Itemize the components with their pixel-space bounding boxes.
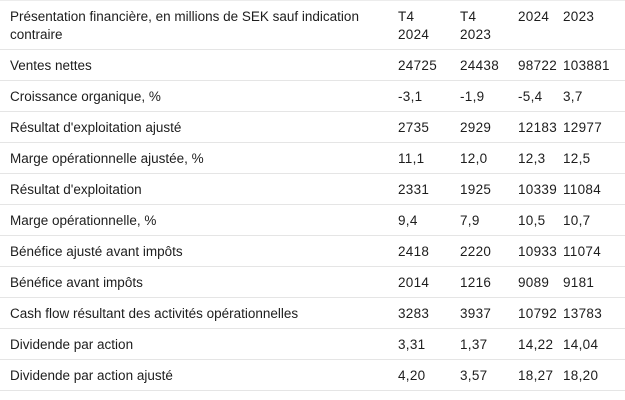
- cell-2024: 10792: [518, 297, 563, 329]
- cell-2024: -5,4: [518, 80, 563, 112]
- col-header-line: 2023: [460, 27, 492, 42]
- table-row: Ventes nettes 24725 24438 98722 103881: [0, 49, 625, 81]
- table-row: Dividende par action ajusté 4,20 3,57 18…: [0, 359, 625, 391]
- cell-2024: 14,22: [518, 328, 563, 360]
- financial-presentation-table: Présentation financière, en millions de …: [0, 0, 625, 391]
- cell-t4-2023: 2220: [460, 235, 518, 267]
- cell-t4-2024: 11,1: [398, 142, 460, 174]
- cell-2024: 10339: [518, 173, 563, 205]
- cell-t4-2023: 3,57: [460, 359, 518, 391]
- cell-2024: 98722: [518, 49, 563, 81]
- cell-2023: 18,20: [563, 359, 625, 391]
- row-label: Marge opérationnelle, %: [0, 204, 398, 236]
- row-label: Bénéfice ajusté avant impôts: [0, 235, 398, 267]
- cell-2023: 12977: [563, 111, 625, 143]
- table-row: Bénéfice avant impôts 2014 1216 9089 918…: [0, 266, 625, 298]
- row-label: Ventes nettes: [0, 49, 398, 81]
- cell-t4-2024: 3,31: [398, 328, 460, 360]
- cell-t4-2024: 2331: [398, 173, 460, 205]
- cell-t4-2023: 1925: [460, 173, 518, 205]
- cell-2024: 12,3: [518, 142, 563, 174]
- table-row: Marge opérationnelle, % 9,4 7,9 10,5 10,…: [0, 204, 625, 236]
- row-label: Cash flow résultant des activités opérat…: [0, 297, 398, 329]
- table-body: Ventes nettes 24725 24438 98722 103881 C…: [0, 49, 625, 391]
- cell-t4-2023: 1216: [460, 266, 518, 298]
- table-row: Bénéfice ajusté avant impôts 2418 2220 1…: [0, 235, 625, 267]
- cell-2023: 103881: [563, 49, 625, 81]
- cell-2024: 9089: [518, 266, 563, 298]
- row-label: Résultat d'exploitation ajusté: [0, 111, 398, 143]
- row-label: Résultat d'exploitation: [0, 173, 398, 205]
- col-header-t4-2023: T4 2023: [460, 0, 518, 50]
- table-title: Présentation financière, en millions de …: [0, 0, 398, 50]
- cell-2023: 11074: [563, 235, 625, 267]
- table-row: Résultat d'exploitation ajusté 2735 2929…: [0, 111, 625, 143]
- cell-t4-2024: 3283: [398, 297, 460, 329]
- cell-2023: 13783: [563, 297, 625, 329]
- cell-t4-2024: 2014: [398, 266, 460, 298]
- cell-t4-2024: -3,1: [398, 80, 460, 112]
- col-header-line: 2024: [518, 9, 550, 24]
- row-label: Dividende par action: [0, 328, 398, 360]
- table-row: Marge opérationnelle ajustée, % 11,1 12,…: [0, 142, 625, 174]
- col-header-line: 2024: [398, 27, 430, 42]
- cell-2023: 10,7: [563, 204, 625, 236]
- row-label: Marge opérationnelle ajustée, %: [0, 142, 398, 174]
- row-label: Bénéfice avant impôts: [0, 266, 398, 298]
- cell-t4-2023: -1,9: [460, 80, 518, 112]
- table-header: Présentation financière, en millions de …: [0, 0, 625, 50]
- cell-t4-2024: 9,4: [398, 204, 460, 236]
- col-header-2024: 2024: [518, 0, 563, 50]
- row-label: Dividende par action ajusté: [0, 359, 398, 391]
- cell-2024: 18,27: [518, 359, 563, 391]
- cell-2023: 11084: [563, 173, 625, 205]
- col-header-line: T4: [398, 9, 415, 24]
- cell-t4-2023: 7,9: [460, 204, 518, 236]
- cell-2024: 10,5: [518, 204, 563, 236]
- cell-t4-2023: 24438: [460, 49, 518, 81]
- cell-t4-2023: 3937: [460, 297, 518, 329]
- cell-2024: 12183: [518, 111, 563, 143]
- cell-t4-2024: 4,20: [398, 359, 460, 391]
- cell-t4-2023: 2929: [460, 111, 518, 143]
- col-header-2023: 2023: [563, 0, 625, 50]
- table-row: Croissance organique, % -3,1 -1,9 -5,4 3…: [0, 80, 625, 112]
- col-header-line: T4: [460, 9, 477, 24]
- cell-2023: 14,04: [563, 328, 625, 360]
- table-row: Cash flow résultant des activités opérat…: [0, 297, 625, 329]
- table-row: Dividende par action 3,31 1,37 14,22 14,…: [0, 328, 625, 360]
- cell-2023: 12,5: [563, 142, 625, 174]
- cell-2023: 9181: [563, 266, 625, 298]
- cell-t4-2024: 2418: [398, 235, 460, 267]
- header-row: Présentation financière, en millions de …: [0, 0, 625, 50]
- cell-2024: 10933: [518, 235, 563, 267]
- cell-t4-2024: 2735: [398, 111, 460, 143]
- cell-t4-2024: 24725: [398, 49, 460, 81]
- col-header-line: 2023: [563, 9, 595, 24]
- cell-2023: 3,7: [563, 80, 625, 112]
- row-label: Croissance organique, %: [0, 80, 398, 112]
- col-header-t4-2024: T4 2024: [398, 0, 460, 50]
- cell-t4-2023: 1,37: [460, 328, 518, 360]
- table-row: Résultat d'exploitation 2331 1925 10339 …: [0, 173, 625, 205]
- cell-t4-2023: 12,0: [460, 142, 518, 174]
